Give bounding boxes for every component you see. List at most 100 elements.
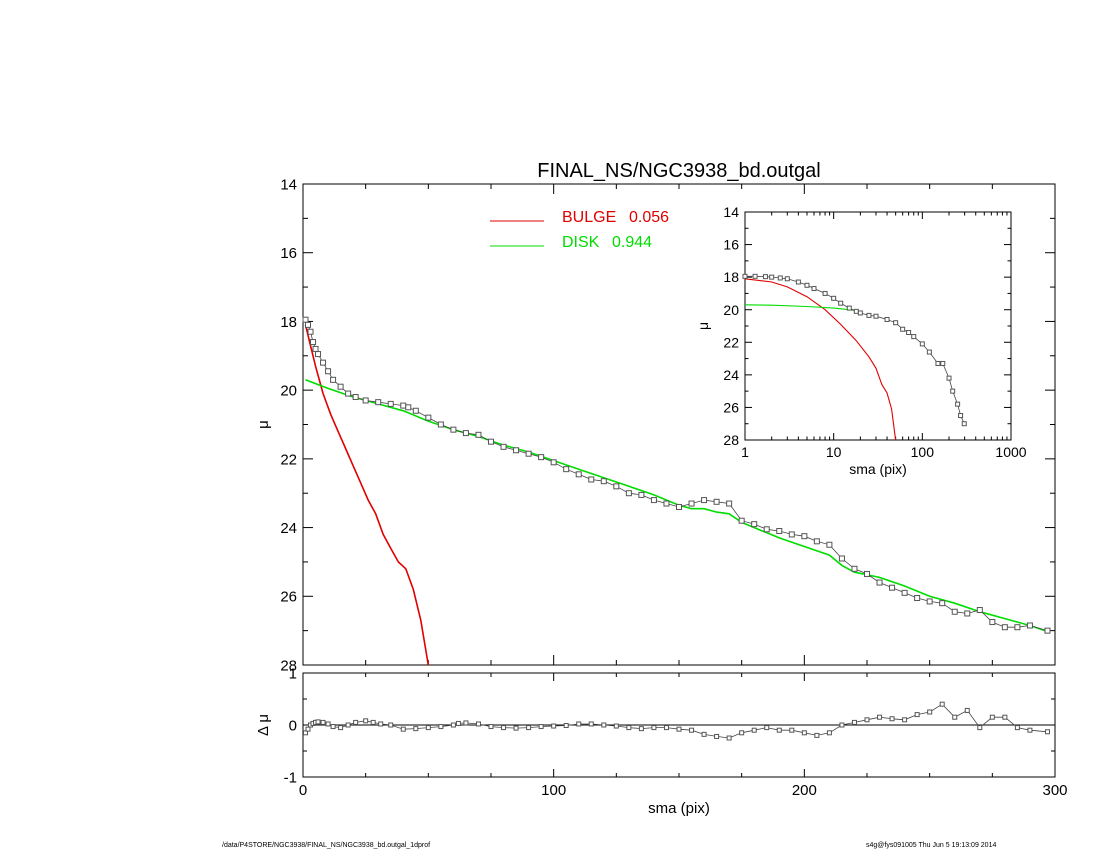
main-data-point <box>738 517 745 524</box>
resid-residual-point <box>751 727 757 733</box>
inset-data-point <box>769 274 775 280</box>
main-panel: 14 16 18 20 22 24 26 28 μ <box>255 176 1056 674</box>
resid-residual-point <box>488 724 494 730</box>
main-title: FINAL_NS/NGC3938_bd.outgal <box>537 160 821 182</box>
main-data-point <box>788 531 795 538</box>
inset-data-point <box>961 421 967 427</box>
resid-residual-point <box>363 718 369 724</box>
main-data-point <box>801 533 808 540</box>
main-data-point <box>926 598 933 605</box>
resid-residual-point <box>455 720 461 726</box>
inset-data-point <box>884 316 890 322</box>
main-data-point <box>713 498 720 505</box>
inset-data-point <box>795 279 801 285</box>
resid-residual-point <box>989 714 995 720</box>
main-data-point <box>563 466 570 473</box>
resid-residual-trace <box>305 703 1048 739</box>
resid-ytick-label: 1 <box>289 665 297 682</box>
main-data-point <box>450 426 457 433</box>
main-data-point <box>701 497 708 504</box>
main-data-point <box>663 500 670 507</box>
inset-ytick-label: 22 <box>723 334 739 350</box>
main-data-point <box>412 407 419 414</box>
main-bulge-line <box>304 324 430 666</box>
resid-residual-point <box>977 725 983 731</box>
resid-ylabel: Δ μ <box>255 714 272 736</box>
inset-data-point <box>926 349 932 355</box>
resid-residual-point <box>425 725 431 731</box>
inset-data-point <box>873 313 879 319</box>
main-data-point <box>650 497 657 504</box>
main-data-point <box>337 383 344 390</box>
main-data-point <box>352 394 359 401</box>
inset-panel: 14 16 18 20 22 24 26 281 10 100 1000 μ sma (pix) <box>695 204 1027 477</box>
resid-residual-point <box>826 730 832 736</box>
footer-file-path: /data/P4STORE/NGC3938/FINAL_NS/NGC3938_b… <box>222 842 431 849</box>
main-data-point <box>375 399 382 406</box>
resid-residual-point <box>877 714 883 720</box>
main-data-point <box>951 608 958 615</box>
resid-residual-point <box>463 720 469 726</box>
resid-residual-point <box>701 731 707 737</box>
inset-data-point <box>958 413 964 419</box>
inset-data-point <box>752 273 758 279</box>
main-data-point <box>688 500 695 507</box>
legend-disk-fraction: 0.944 <box>612 234 652 251</box>
main-data-point <box>838 555 845 562</box>
inset-ytick-label: 18 <box>723 269 739 285</box>
resid-residual-point <box>475 721 481 727</box>
resid-residual-point <box>1002 714 1008 720</box>
main-ytick-label: 14 <box>280 176 297 193</box>
inset-data-point <box>950 388 956 394</box>
main-data-point <box>400 402 407 409</box>
inset-xtick-label: 1 <box>741 444 749 460</box>
inset-data-point <box>831 295 837 301</box>
inset-data-point <box>762 274 768 280</box>
inset-ytick-label: 24 <box>723 367 739 383</box>
main-disk-line <box>305 379 1051 634</box>
main-data-point <box>1044 627 1051 634</box>
main-data-point <box>989 619 996 626</box>
resid-residual-point <box>651 725 657 731</box>
main-ytick-label: 28 <box>280 657 297 674</box>
main-data-point <box>525 450 532 457</box>
resid-residual-point <box>400 726 406 732</box>
main-data-point <box>500 443 507 450</box>
inset-data-point <box>822 290 828 296</box>
resid-residual-point <box>914 712 920 718</box>
inset-data-point <box>911 334 917 340</box>
main-data-point <box>575 471 582 478</box>
resid-residual-point <box>601 722 607 728</box>
main-data-point <box>613 483 620 490</box>
resid-residual-point <box>902 717 908 723</box>
inset-data-point <box>857 310 863 316</box>
inset-background <box>745 212 1011 440</box>
resid-residual-point <box>663 725 669 731</box>
main-data-point <box>763 526 770 533</box>
inset-data-point <box>804 282 810 288</box>
resid-residual-point <box>450 722 456 728</box>
main-data-point <box>425 414 432 421</box>
legend-bulge-label: BULGE <box>562 209 616 226</box>
inset-data-point <box>742 273 748 279</box>
inset-xtick-label: 1000 <box>995 444 1026 460</box>
inset-data-point <box>846 305 852 311</box>
inset-ylabel: μ <box>695 322 711 330</box>
main-data-point <box>776 528 783 535</box>
resid-residual-point <box>305 726 311 732</box>
inset-ytick-label: 28 <box>723 432 739 448</box>
main-data-point <box>1026 622 1033 629</box>
resid-residual-point <box>353 719 359 725</box>
main-data-point <box>676 503 682 510</box>
resid-residual-point <box>851 719 857 725</box>
resid-residual-point <box>370 719 376 725</box>
main-data-point <box>513 447 520 454</box>
resid-residual-point <box>526 725 532 731</box>
resid-residual-point <box>676 726 682 732</box>
main-data-point <box>462 430 469 437</box>
resid-residual-point <box>325 721 331 727</box>
resid-residual-point <box>814 732 820 738</box>
main-data-point <box>864 570 870 577</box>
main-ylabel: μ <box>255 420 272 429</box>
